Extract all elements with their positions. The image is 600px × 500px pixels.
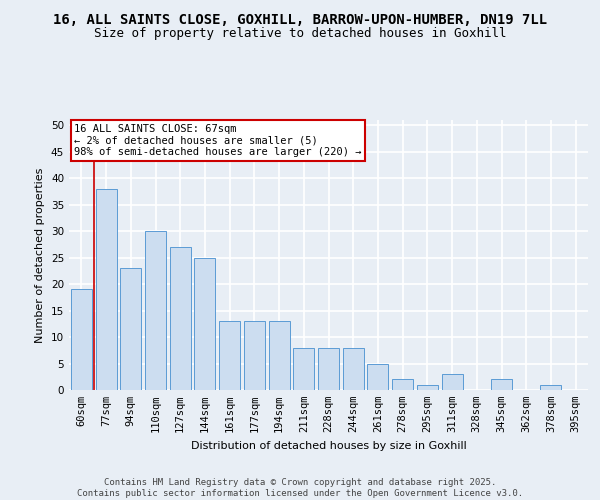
Bar: [318, 348, 339, 390]
Text: 16 ALL SAINTS CLOSE: 67sqm
← 2% of detached houses are smaller (5)
98% of semi-d: 16 ALL SAINTS CLOSE: 67sqm ← 2% of detac…: [74, 124, 362, 157]
Bar: [293, 348, 314, 390]
Bar: [170, 247, 191, 390]
Y-axis label: Number of detached properties: Number of detached properties: [35, 168, 46, 342]
Bar: [491, 380, 512, 390]
Bar: [269, 321, 290, 390]
Text: Contains HM Land Registry data © Crown copyright and database right 2025.
Contai: Contains HM Land Registry data © Crown c…: [77, 478, 523, 498]
Bar: [71, 290, 92, 390]
Bar: [417, 384, 438, 390]
X-axis label: Distribution of detached houses by size in Goxhill: Distribution of detached houses by size …: [191, 440, 466, 450]
Bar: [194, 258, 215, 390]
Bar: [367, 364, 388, 390]
Bar: [343, 348, 364, 390]
Bar: [219, 321, 240, 390]
Bar: [541, 384, 562, 390]
Bar: [95, 189, 116, 390]
Bar: [120, 268, 141, 390]
Bar: [442, 374, 463, 390]
Bar: [392, 380, 413, 390]
Bar: [145, 231, 166, 390]
Bar: [244, 321, 265, 390]
Text: 16, ALL SAINTS CLOSE, GOXHILL, BARROW-UPON-HUMBER, DN19 7LL: 16, ALL SAINTS CLOSE, GOXHILL, BARROW-UP…: [53, 12, 547, 26]
Text: Size of property relative to detached houses in Goxhill: Size of property relative to detached ho…: [94, 28, 506, 40]
